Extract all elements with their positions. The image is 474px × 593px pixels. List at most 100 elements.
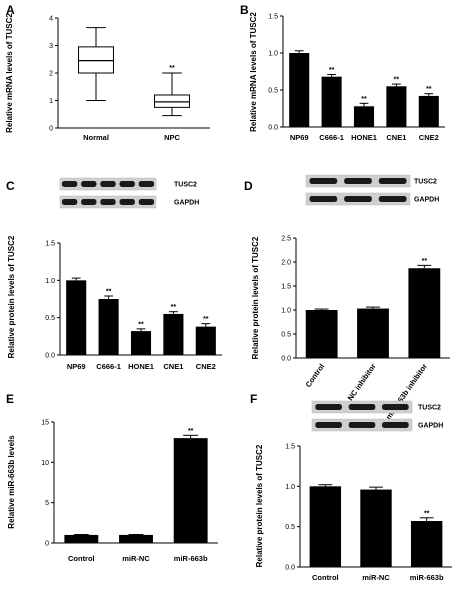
bar [321,76,342,127]
blot-label: GAPDH [418,423,443,430]
bar [66,280,87,355]
blot-band [315,404,342,410]
blot-band [119,199,135,205]
y-tick-label: 0 [49,126,53,133]
bar [418,95,439,127]
significance-mark: ** [188,428,194,435]
y-tick-label: 0.5 [285,524,295,531]
significance-mark: ** [329,67,335,74]
x-tick-label: Normal [83,133,109,142]
blot-band [61,199,78,205]
box [78,46,114,74]
bar-mir-nc [119,534,153,543]
y-tick-label: 0.5 [45,315,55,322]
bar [289,53,310,127]
blot-band [138,199,155,205]
bar-nc-inhibitor [357,306,389,358]
blot-band [378,178,407,184]
blot-band [81,181,97,187]
x-tick-label: NP69 [290,133,309,142]
bar-cne2: ** [195,316,216,355]
y-axis-label: Relative miR-663b levels [7,435,16,529]
x-tick-label: CNE1 [386,133,406,142]
bar-c666-1: ** [321,67,342,127]
y-tick-label: 2.5 [281,236,291,243]
y-tick-label: 1.0 [281,308,291,315]
significance-mark: ** [106,289,112,296]
blot-band [309,196,338,202]
bar [173,438,208,543]
y-tick-label: 10 [41,460,49,467]
x-tick-label: CNE2 [419,133,439,142]
x-tick-label: miR-NC [122,554,150,563]
panel-label: D [244,179,253,193]
box-npc: ** [154,65,190,117]
bar [309,486,342,567]
y-tick-label: 0.0 [268,125,278,132]
blot-band [344,178,372,184]
significance-mark: ** [171,304,177,311]
bar [305,310,338,358]
bar-c666-1: ** [98,289,119,355]
x-tick-label: HONE1 [128,362,154,371]
bar [357,308,389,358]
y-tick-label: 1.0 [268,51,278,58]
x-tick-label: Control [68,554,95,563]
significance-mark: ** [426,86,432,93]
y-tick-label: 1.5 [268,14,278,21]
y-tick-label: 0.5 [281,332,291,339]
panel-e: E 0 5 10 15 Relative miR-663b levels ** Control… [6,392,218,563]
blot-band [100,181,116,187]
y-tick-label: 1.0 [45,278,55,285]
panel-b: B 0.0 0.5 1.0 1.5 Relative mRNA levels of TUS… [240,3,445,142]
x-tick-label: Control [312,573,339,582]
panel-label: C [6,179,15,193]
x-tick-label: miR-NC [362,573,390,582]
y-tick-label: 5 [45,500,49,507]
blot-band [378,196,407,202]
blot-band [309,178,338,184]
blot-label: GAPDH [414,197,439,204]
box [154,94,190,108]
blot-band [348,404,376,410]
blot-label: TUSC2 [174,182,197,189]
x-tick-label: HONE1 [351,133,377,142]
y-tick-label: 0.0 [285,565,295,572]
bar [163,313,184,355]
bar [98,299,119,355]
blot-band [382,422,409,428]
panel-f: F TUSC2 GAPDH 0.0 0.5 1.0 1.5 Relative protein … [250,392,452,582]
panel-label: A [6,3,15,17]
bar [410,521,443,567]
bar [408,268,441,358]
blot-band [348,422,376,428]
blot-label: TUSC2 [418,405,441,412]
bar-cne1: ** [386,77,407,127]
y-tick-label: 0.0 [281,356,291,363]
bar-cne1: ** [163,304,184,355]
x-tick-label: miR-663b [410,573,444,582]
blot-label: GAPDH [174,200,199,207]
y-tick-label: 1.5 [281,284,291,291]
y-tick-label: 1.5 [285,444,295,451]
y-axis-label: Relative protein levels of TUSC2 [255,444,264,567]
y-axis-label: Relative mRNA levels of TUSC2 [5,13,14,133]
y-axis-label: Relative protein levels of TUSC2 [7,235,16,358]
y-tick-label: 3 [49,43,53,50]
x-tick-label: NP69 [67,362,86,371]
blot-band [81,199,97,205]
y-tick-label: 0 [45,541,49,548]
panel-label: E [6,392,14,406]
bar [360,489,392,567]
panel-label: B [240,3,249,17]
y-tick-label: 1.0 [285,484,295,491]
bar-mir-663b-inhibitor: ** [408,258,441,358]
significance-mark: ** [203,316,209,323]
x-tick-label: C666-1 [96,362,121,371]
bar-control [64,534,99,543]
panel-d: D TUSC2 GAPDH 0.0 0.5 1.0 1.5 2.0 2.5 Relative pr… [244,174,450,421]
blot-band [382,404,409,410]
x-tick-label: Control [304,362,327,389]
y-tick-label: 1.5 [45,241,55,248]
bar [386,86,407,127]
